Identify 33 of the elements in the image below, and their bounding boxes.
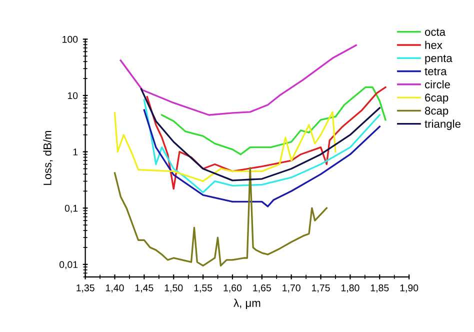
line-series xyxy=(143,109,380,208)
x-tick-label: 1,85 xyxy=(370,284,389,292)
legend-label: 6cap xyxy=(425,94,448,104)
y-tick-label: 0,1 xyxy=(64,204,78,213)
legend-label: 8cap xyxy=(425,106,448,117)
x-tick-label: 1,80 xyxy=(341,284,360,292)
legend-label: circle xyxy=(425,80,450,88)
x-tick-label: 1,70 xyxy=(282,284,300,292)
legend-label: triangle xyxy=(424,120,460,130)
legend-label: penta xyxy=(425,54,452,64)
line-series xyxy=(114,166,328,266)
line-series xyxy=(143,99,380,194)
y-tick-label: 10 xyxy=(68,92,78,100)
line-series xyxy=(120,44,357,116)
x-tick-label: 1,90 xyxy=(400,284,418,292)
x-tick-label: 1,35 xyxy=(76,284,94,292)
legend-label: octa xyxy=(425,28,446,36)
y-tick-label: 0,01 xyxy=(59,261,78,270)
x-tick-label: 1,40 xyxy=(106,284,124,292)
x-axis-title: λ, μm xyxy=(234,298,260,309)
legend-label: hex xyxy=(425,40,442,49)
x-tick-label: 1,55 xyxy=(194,284,212,292)
x-tick-label: 1,65 xyxy=(253,284,271,292)
x-tick-label: 1,60 xyxy=(224,284,242,292)
x-tick-label: 1,45 xyxy=(135,284,154,292)
legend-label: tetra xyxy=(424,68,447,76)
x-tick-label: 1,50 xyxy=(164,284,183,292)
x-tick-label: 1,75 xyxy=(312,284,330,292)
y-axis-title: Loss, dB/m xyxy=(43,130,53,185)
line-series xyxy=(114,111,336,182)
y-tick-label: 100 xyxy=(62,36,78,43)
line-series xyxy=(161,86,386,156)
y-tick-label: 1 xyxy=(73,148,78,156)
